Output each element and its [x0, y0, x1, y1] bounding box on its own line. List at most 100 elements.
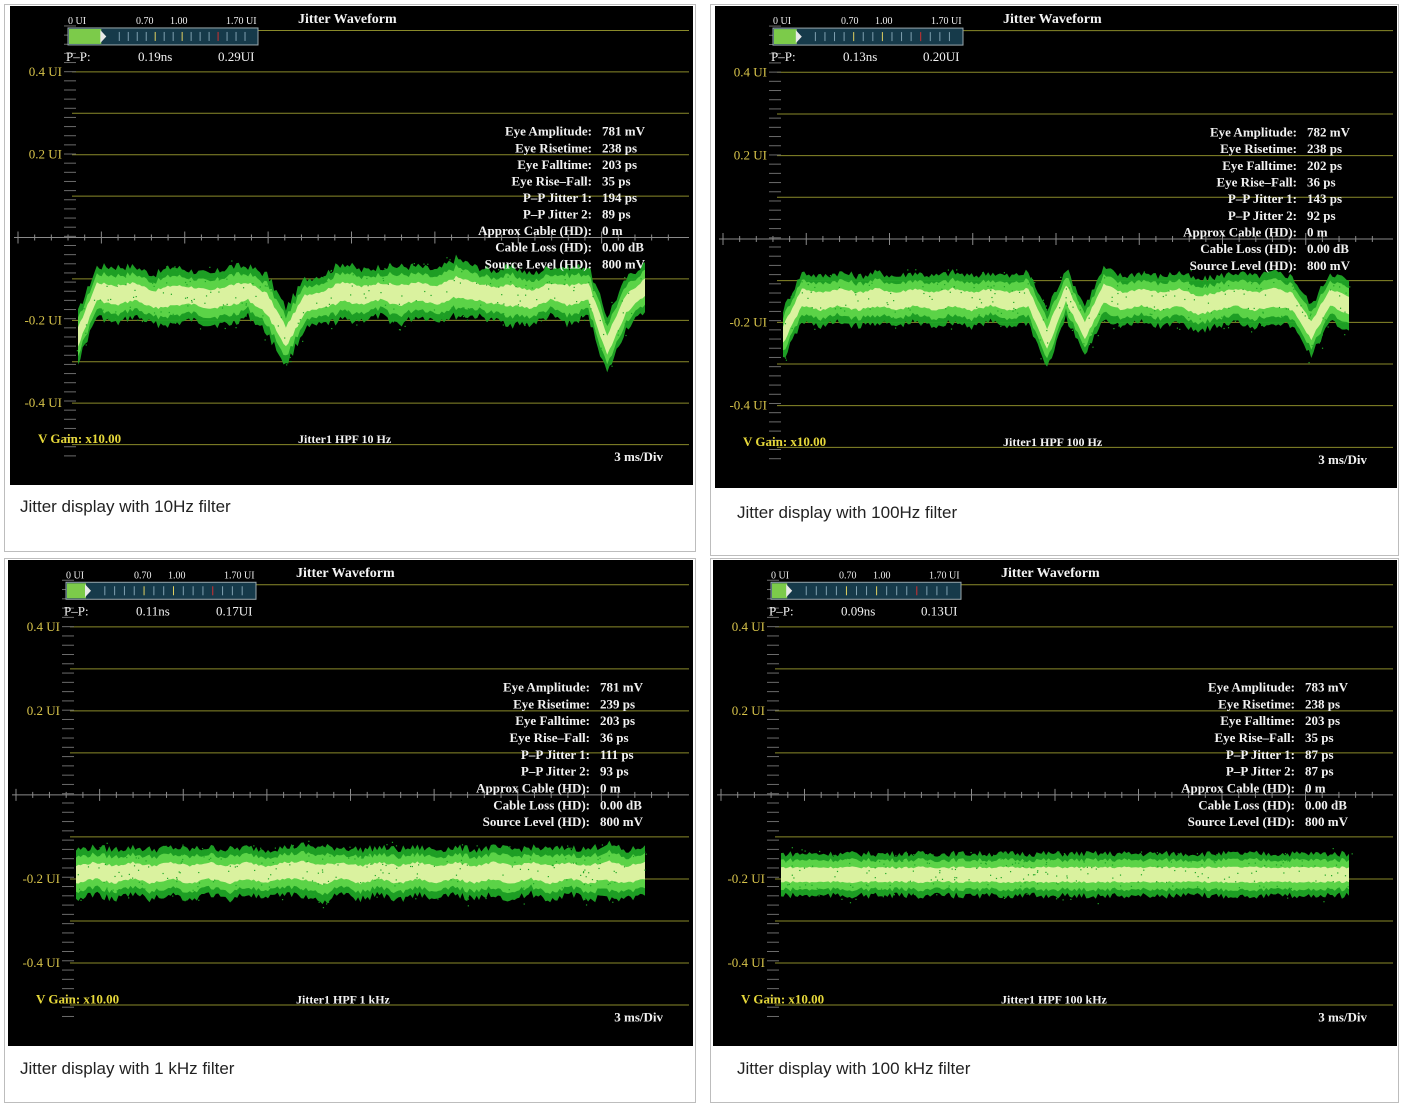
waveform-noise: [267, 892, 269, 894]
waveform-noise: [330, 269, 333, 272]
waveform-noise: [570, 847, 572, 849]
waveform-noise: [814, 328, 816, 330]
jitter-meter-pointer: [795, 30, 802, 44]
y-tick-label: 0.4 UI: [27, 619, 60, 634]
waveform-noise: [241, 274, 243, 276]
waveform-noise: [1133, 894, 1135, 896]
waveform-noise: [160, 311, 162, 313]
waveform-noise: [956, 877, 958, 879]
waveform-noise: [607, 883, 609, 886]
waveform-noise: [370, 894, 372, 896]
waveform-noise: [1126, 278, 1129, 280]
waveform-noise: [328, 318, 330, 320]
waveform-noise: [1224, 293, 1226, 295]
measurement-value: 783 mV: [1305, 680, 1349, 695]
waveform-noise: [993, 854, 995, 856]
waveform-noise: [555, 861, 558, 863]
waveform-noise: [1201, 864, 1203, 866]
waveform-noise: [306, 871, 308, 873]
scope-screen-1khz: 0.4 UI 0.2 UI -0.2 UI -0.4 UI Jitter Wavefor…: [8, 560, 693, 1046]
waveform-noise: [1332, 847, 1334, 850]
waveform-noise: [883, 863, 885, 865]
measurement-value: 89 ps: [602, 207, 631, 222]
waveform-noise: [296, 888, 298, 890]
waveform-noise: [1150, 316, 1152, 319]
waveform-noise: [1083, 861, 1085, 863]
waveform-noise: [799, 886, 801, 888]
waveform-noise: [614, 881, 616, 883]
waveform-noise: [935, 876, 937, 878]
waveform-noise: [1143, 271, 1145, 273]
waveform-noise: [999, 890, 1001, 893]
waveform-noise: [1235, 881, 1237, 883]
pp-label: P–P:: [771, 49, 796, 64]
waveform-noise: [824, 280, 826, 282]
waveform-noise: [1168, 290, 1170, 292]
waveform-noise: [222, 304, 225, 306]
waveform-noise: [398, 882, 400, 884]
waveform-noise: [381, 270, 383, 272]
waveform-noise: [1130, 885, 1133, 887]
waveform-noise: [413, 263, 415, 265]
measurement-value: 781 mV: [600, 680, 644, 695]
waveform-noise: [992, 301, 994, 303]
waveform-noise: [267, 878, 270, 880]
waveform-noise: [214, 849, 216, 852]
waveform-noise: [617, 330, 619, 332]
waveform-noise: [384, 304, 387, 306]
waveform-noise: [939, 872, 941, 874]
waveform-noise: [351, 852, 354, 854]
waveform-noise: [596, 880, 598, 882]
waveform-noise: [894, 311, 896, 313]
waveform-noise: [222, 276, 225, 278]
waveform-noise: [279, 848, 281, 850]
waveform-noise: [785, 357, 787, 359]
waveform-noise: [102, 849, 104, 851]
waveform-noise: [380, 292, 382, 294]
waveform-noise: [490, 316, 492, 318]
measurement-value: 92 ps: [1307, 208, 1336, 223]
waveform-noise: [838, 286, 841, 288]
measurement-label: Eye Falltime:: [517, 157, 592, 172]
waveform-noise: [962, 275, 964, 277]
waveform-noise: [893, 300, 895, 302]
waveform-noise: [461, 863, 464, 865]
waveform-noise: [461, 271, 463, 273]
waveform-noise: [382, 280, 385, 282]
waveform-noise: [98, 867, 100, 869]
waveform-noise: [1072, 324, 1074, 327]
waveform-noise: [1143, 869, 1145, 871]
waveform-noise: [1331, 875, 1333, 877]
waveform-noise: [476, 845, 478, 847]
pp-ui-value: 0.13UI: [921, 603, 957, 618]
waveform-noise: [1207, 302, 1210, 304]
waveform-noise: [1086, 866, 1088, 868]
waveform-noise: [1180, 278, 1182, 280]
waveform-noise: [416, 877, 418, 879]
waveform-noise: [1062, 899, 1064, 901]
waveform-noise: [181, 854, 184, 856]
measurement-value: 194 ps: [602, 190, 637, 205]
waveform-noise: [1110, 271, 1113, 273]
waveform-noise: [1335, 864, 1338, 866]
waveform-noise: [1194, 871, 1196, 874]
waveform-noise: [99, 299, 101, 301]
waveform-noise: [1045, 305, 1047, 307]
waveform-noise: [128, 873, 130, 876]
measurement-label: P–P Jitter 1:: [523, 190, 592, 205]
waveform-noise: [1327, 326, 1329, 328]
waveform-noise: [254, 869, 256, 872]
measurement-label: Eye Rise–Fall:: [511, 173, 592, 188]
waveform-noise: [85, 332, 87, 334]
waveform-noise: [1256, 287, 1258, 290]
waveform-noise: [354, 858, 356, 860]
waveform-noise: [1197, 886, 1199, 888]
waveform-noise: [502, 324, 504, 326]
waveform-noise: [1032, 874, 1035, 876]
waveform-noise: [510, 281, 512, 283]
waveform-noise: [106, 842, 108, 844]
waveform-noise: [162, 292, 165, 294]
waveform-noise: [306, 860, 308, 862]
waveform-noise: [166, 877, 169, 879]
waveform-noise: [466, 892, 468, 895]
